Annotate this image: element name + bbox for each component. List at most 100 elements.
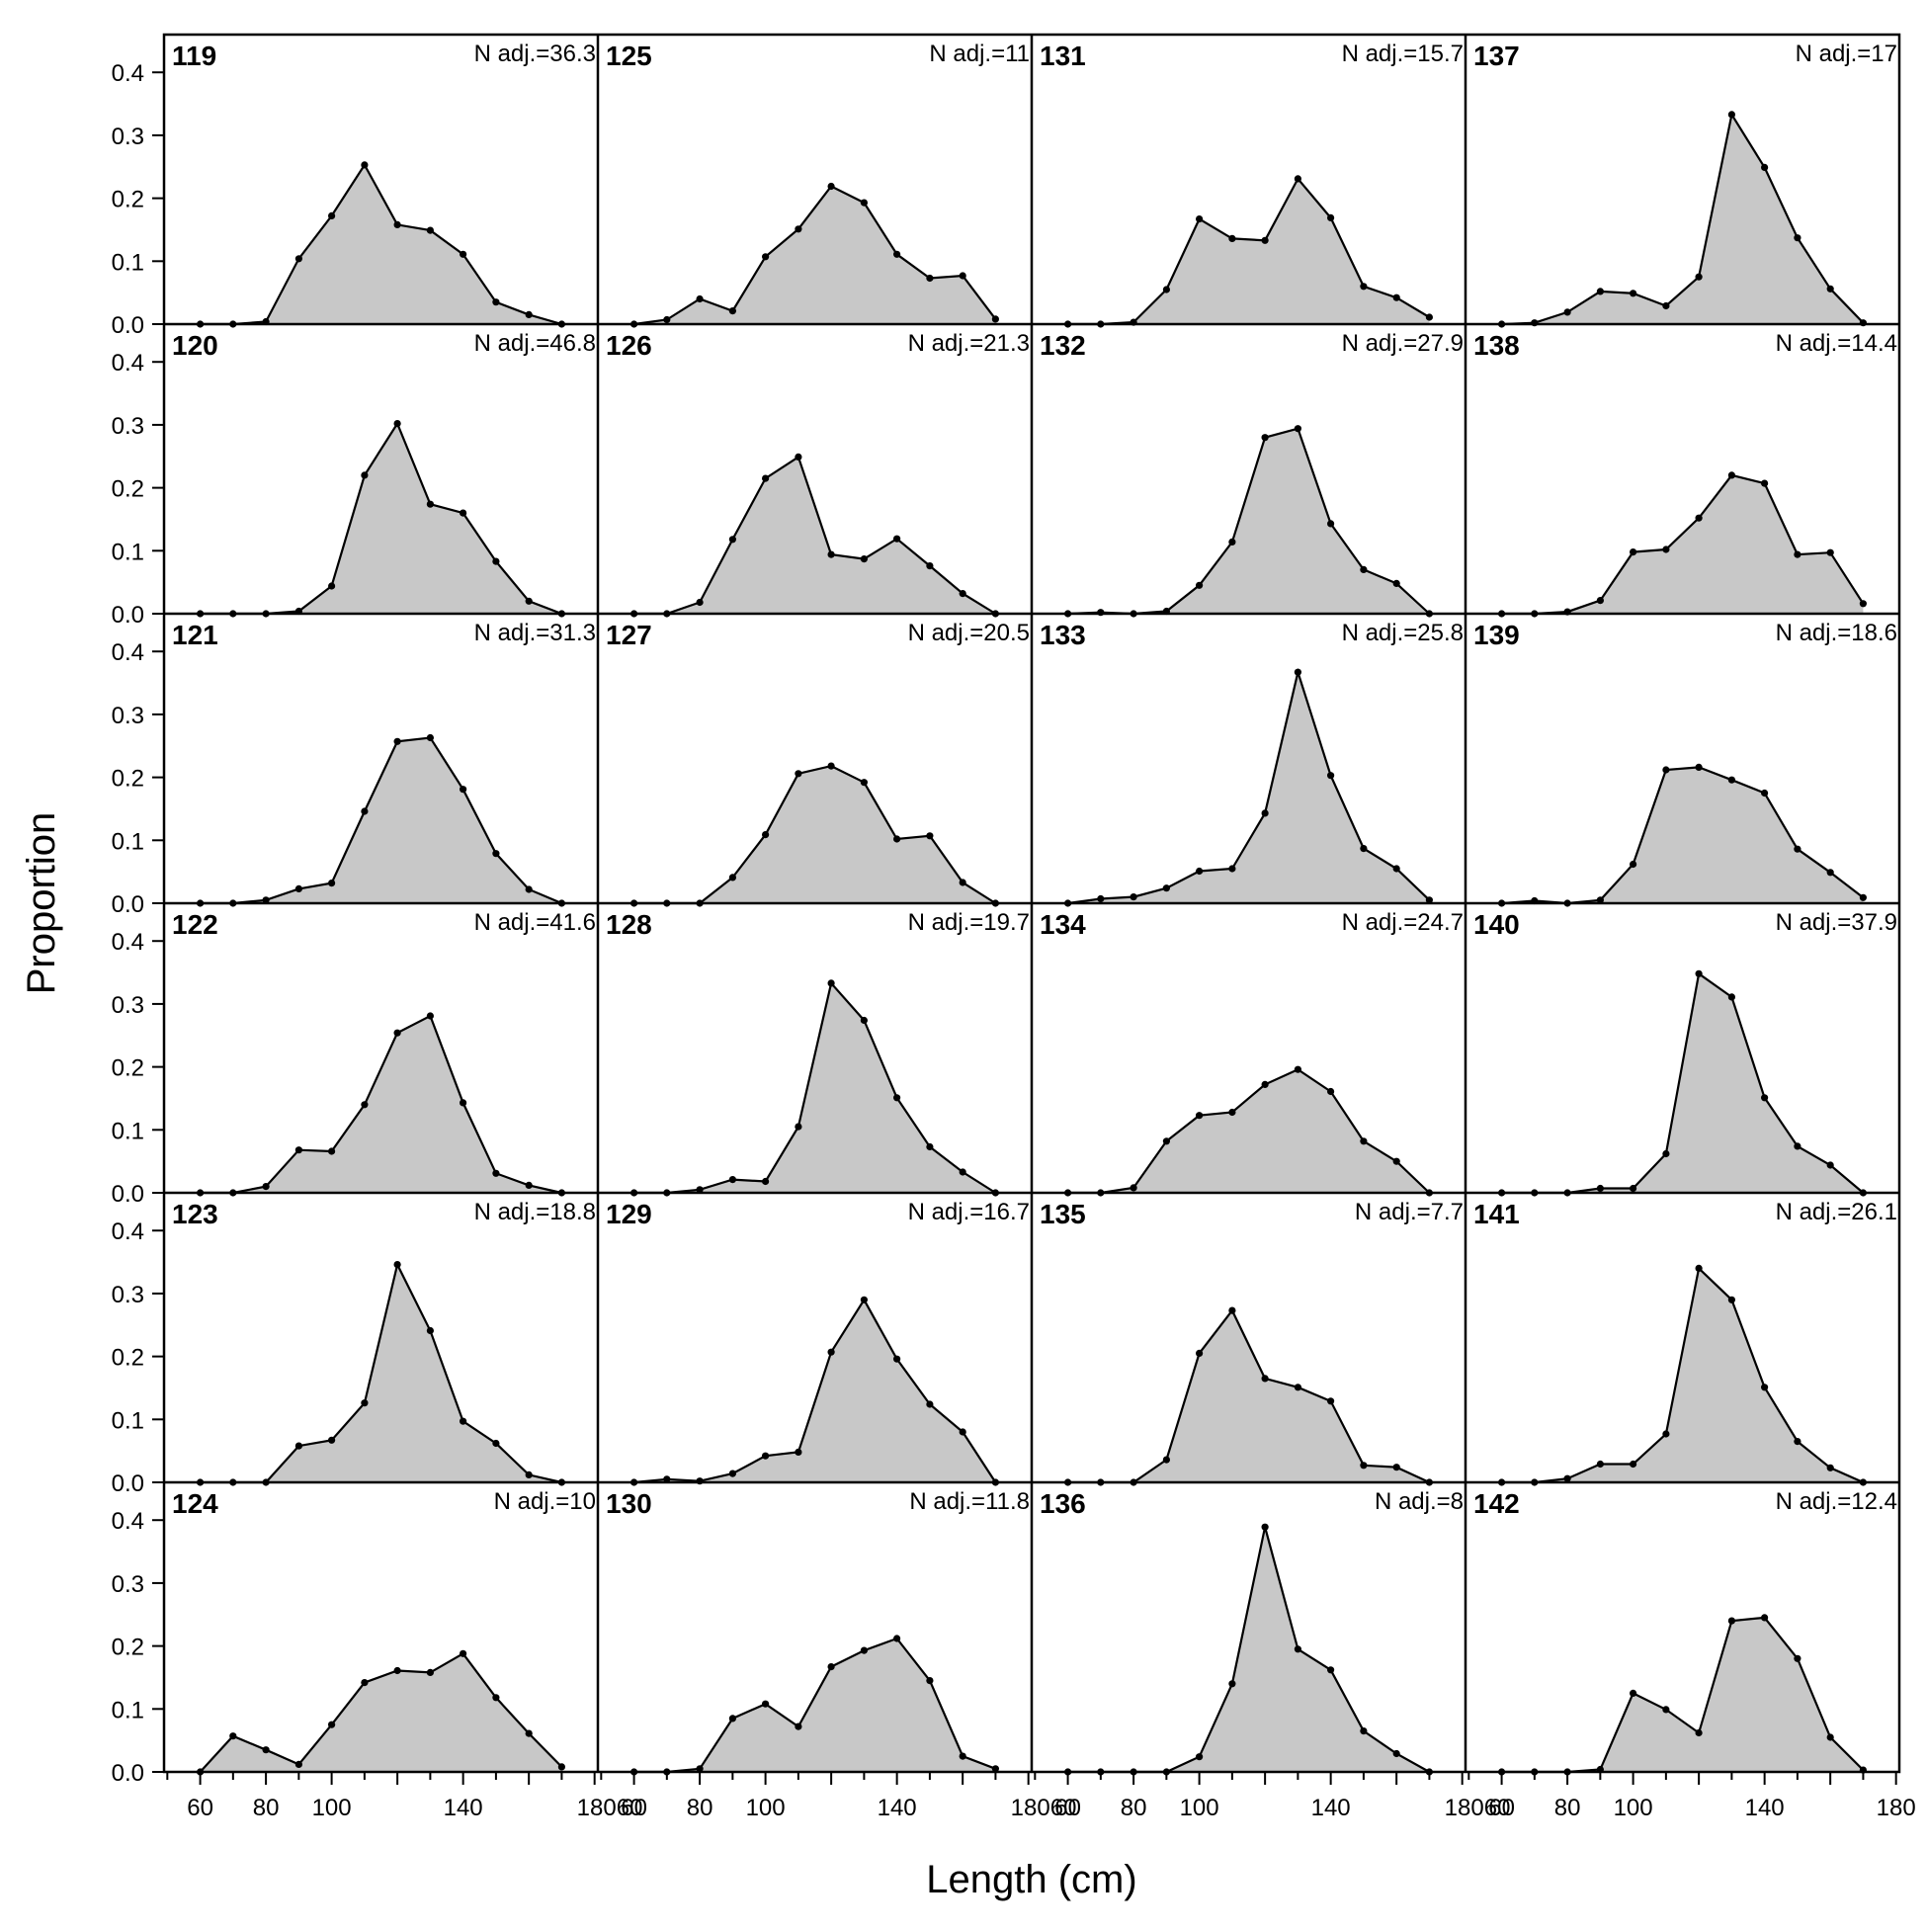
point-125-70 bbox=[663, 315, 671, 324]
point-125-100 bbox=[762, 253, 770, 261]
point-132-150 bbox=[1360, 565, 1368, 574]
point-123-110 bbox=[361, 1399, 369, 1407]
x-tick-label-1-2: 100 bbox=[746, 1795, 786, 1821]
point-142-160 bbox=[1826, 1733, 1834, 1741]
point-130-110 bbox=[795, 1722, 802, 1730]
panel-label-121: 121 bbox=[172, 620, 218, 650]
point-120-120 bbox=[393, 420, 401, 428]
point-130-100 bbox=[762, 1700, 770, 1708]
x-tick-label-1-3: 140 bbox=[878, 1795, 917, 1821]
area-137 bbox=[1501, 114, 1864, 325]
point-134-160 bbox=[1392, 1157, 1400, 1165]
line-119 bbox=[200, 162, 562, 326]
point-125-90 bbox=[728, 307, 737, 315]
panel-nadj-123: N adj.=18.8 bbox=[474, 1199, 596, 1225]
panel-label-142: 142 bbox=[1473, 1488, 1520, 1519]
point-119-140 bbox=[460, 250, 467, 258]
area-139 bbox=[1501, 767, 1864, 903]
point-135-160 bbox=[1392, 1464, 1400, 1471]
point-138-170 bbox=[1859, 600, 1867, 608]
area-129 bbox=[633, 1300, 996, 1482]
point-137-100 bbox=[1630, 290, 1637, 297]
y-tick-label-1-0: 0.0 bbox=[112, 602, 144, 629]
point-120-130 bbox=[426, 500, 434, 508]
panel-133: 133 N adj.=25.8 bbox=[1040, 620, 1464, 907]
line-138 bbox=[1501, 473, 1865, 616]
area-130 bbox=[633, 1638, 996, 1772]
point-130-160 bbox=[959, 1752, 966, 1760]
panel-label-135: 135 bbox=[1040, 1199, 1086, 1229]
point-131-100 bbox=[1196, 215, 1204, 223]
area-140 bbox=[1501, 973, 1864, 1193]
point-132-130 bbox=[1294, 425, 1301, 433]
point-130-170 bbox=[991, 1765, 1000, 1773]
point-127-90 bbox=[728, 874, 737, 882]
point-133-130 bbox=[1294, 668, 1301, 676]
area-125 bbox=[633, 186, 996, 324]
point-137-140 bbox=[1761, 163, 1769, 171]
area-124 bbox=[200, 1653, 562, 1772]
panel-123: 123 N adj.=18.8 bbox=[172, 1199, 596, 1486]
point-133-80 bbox=[1130, 893, 1137, 901]
point-139-140 bbox=[1761, 789, 1769, 798]
point-129-130 bbox=[860, 1296, 869, 1303]
panel-137: 137 N adj.=17 bbox=[1473, 41, 1897, 328]
point-140-160 bbox=[1826, 1161, 1834, 1169]
point-119-160 bbox=[525, 310, 533, 318]
point-125-170 bbox=[991, 315, 1000, 323]
point-137-120 bbox=[1695, 273, 1703, 281]
point-122-160 bbox=[525, 1181, 533, 1189]
point-126-150 bbox=[926, 562, 934, 570]
point-132-110 bbox=[1228, 538, 1236, 546]
point-126-90 bbox=[728, 536, 737, 544]
point-129-100 bbox=[762, 1452, 770, 1460]
point-121-80 bbox=[262, 896, 270, 904]
panel-label-127: 127 bbox=[606, 620, 652, 650]
point-136-160 bbox=[1392, 1749, 1400, 1758]
area-131 bbox=[1067, 178, 1430, 324]
point-139-170 bbox=[1859, 893, 1867, 901]
point-124-120 bbox=[393, 1666, 401, 1675]
point-131-130 bbox=[1294, 175, 1301, 183]
point-122-90 bbox=[294, 1146, 302, 1154]
point-140-150 bbox=[1794, 1142, 1801, 1150]
point-131-140 bbox=[1327, 213, 1335, 221]
panel-122: 122 N adj.=41.6 bbox=[172, 909, 596, 1197]
point-133-100 bbox=[1196, 867, 1204, 876]
panel-nadj-130: N adj.=11.8 bbox=[909, 1488, 1030, 1515]
point-127-160 bbox=[959, 879, 966, 886]
point-128-130 bbox=[860, 1016, 869, 1025]
y-tick-label-4-0: 0.0 bbox=[112, 1470, 144, 1497]
point-135-90 bbox=[1162, 1456, 1170, 1464]
panel-142: 142 N adj.=12.4 bbox=[1473, 1488, 1897, 1776]
line-129 bbox=[633, 1298, 997, 1484]
panel-nadj-141: N adj.=26.1 bbox=[1776, 1199, 1897, 1225]
panel-label-123: 123 bbox=[172, 1199, 218, 1229]
point-141-150 bbox=[1794, 1438, 1801, 1446]
point-126-130 bbox=[860, 555, 869, 563]
panel-label-120: 120 bbox=[172, 330, 218, 361]
panel-nadj-121: N adj.=31.3 bbox=[474, 620, 596, 646]
point-142-130 bbox=[1727, 1617, 1735, 1625]
point-127-120 bbox=[827, 762, 835, 770]
area-120 bbox=[200, 423, 562, 614]
point-120-100 bbox=[328, 582, 336, 590]
area-123 bbox=[200, 1264, 562, 1482]
area-127 bbox=[633, 766, 996, 903]
panel-nadj-128: N adj.=19.7 bbox=[908, 909, 1030, 936]
panel-131: 131 N adj.=15.7 bbox=[1040, 41, 1464, 328]
point-139-90 bbox=[1596, 896, 1604, 904]
point-136-100 bbox=[1196, 1753, 1204, 1761]
area-122 bbox=[200, 1016, 562, 1193]
y-tick-label-2-1: 0.1 bbox=[112, 828, 144, 855]
point-127-140 bbox=[893, 835, 901, 843]
point-122-120 bbox=[393, 1029, 401, 1037]
y-tick-label-5-3: 0.3 bbox=[112, 1571, 144, 1598]
x-tick-label-0-4: 18060 bbox=[577, 1795, 643, 1821]
point-140-110 bbox=[1662, 1149, 1670, 1158]
point-122-110 bbox=[361, 1101, 369, 1109]
point-121-130 bbox=[426, 733, 434, 742]
point-131-120 bbox=[1261, 236, 1269, 244]
panel-label-129: 129 bbox=[606, 1199, 652, 1229]
